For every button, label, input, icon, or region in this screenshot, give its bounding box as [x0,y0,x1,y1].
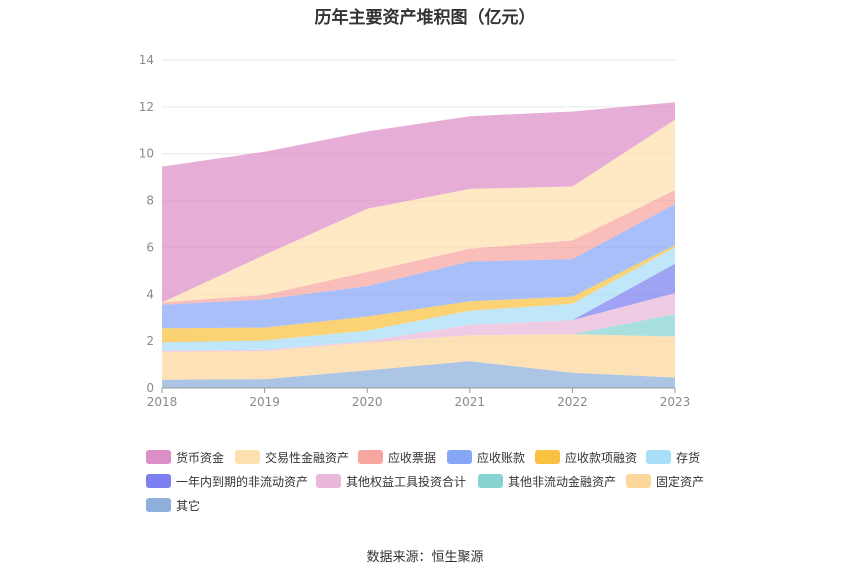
legend-swatch [447,450,472,464]
legend-label: 存货 [676,450,701,465]
legend-label: 固定资产 [656,474,705,489]
x-tick-label: 2019 [249,395,280,409]
area-series[interactable] [162,245,675,343]
legend-swatch [358,450,383,464]
area-series[interactable] [162,247,675,351]
legend-item-receivables-financing[interactable]: 应收款项融资 [535,447,637,467]
legend-swatch [146,474,171,488]
x-tick-label: 2020 [352,395,383,409]
legend-item-inventory[interactable]: 存货 [646,447,700,467]
chart-title: 历年主要资产堆积图（亿元） [314,8,536,28]
y-tick-label: 10 [139,147,154,161]
legend-item-other[interactable]: 其它 [146,495,200,515]
stacked-area-chart: 0 2 4 6 8 10 12 14 2018 2019 2020 2021 2022 2023 [139,53,691,409]
legend-label: 应收账款 [477,450,526,465]
area-series[interactable] [162,102,675,303]
legend-item-trading-assets[interactable]: 交易性金融资产 [235,447,349,467]
legend-label: 货币资金 [176,450,225,465]
legend-item-notes-receivable[interactable]: 应收票据 [358,447,436,467]
y-tick-label: 8 [146,194,154,208]
legend-swatch [626,474,651,488]
legend-swatch [478,474,503,488]
legend-label: 其他非流动金融资产 [508,474,617,489]
y-tick-label: 14 [139,53,154,67]
area-series[interactable] [162,361,675,388]
axes: 0 2 4 6 8 10 12 14 2018 2019 2020 2021 2022 2023 [139,53,691,409]
area-series[interactable] [162,293,675,352]
x-tick-label: 2018 [147,395,178,409]
legend-swatch [146,498,171,512]
legend-label: 一年内到期的非流动资产 [176,474,309,489]
area-series-group [162,102,675,388]
y-tick-label: 6 [146,240,154,254]
legend-item-accounts-receivable[interactable]: 应收账款 [447,447,525,467]
x-tick-label: 2021 [455,395,486,409]
legend-label: 其它 [176,498,201,513]
legend-swatch [646,450,671,464]
y-tick-label: 2 [146,334,154,348]
legend-item-current-noncurrent[interactable]: 一年内到期的非流动资产 [146,471,308,491]
y-tick-label: 0 [146,381,154,395]
legend-label: 其他权益工具投资合计 [346,474,467,489]
x-tick-label: 2022 [557,395,588,409]
legend-swatch [146,450,171,464]
legend-label: 交易性金融资产 [265,450,350,465]
legend-label: 应收票据 [388,450,437,465]
legend-item-fixed-assets[interactable]: 固定资产 [626,471,704,491]
legend-swatch [316,474,341,488]
area-series[interactable] [162,334,675,380]
legend-item-equity-investments[interactable]: 其他权益工具投资合计 [316,471,466,491]
y-tick-label: 12 [139,100,154,114]
legend-label: 应收款项融资 [565,450,638,465]
legend-item-other-noncurrent-financial[interactable]: 其他非流动金融资产 [478,471,616,491]
source-note: 数据来源：恒生聚源 [366,550,484,565]
area-series[interactable] [162,190,675,305]
x-tick-label: 2023 [660,395,691,409]
legend-item-cash[interactable]: 货币资金 [146,447,224,467]
y-tick-label: 4 [146,287,154,301]
legend-swatch [535,450,560,464]
area-series[interactable] [162,119,675,303]
area-series[interactable] [162,204,675,329]
legend-swatch [235,450,260,464]
